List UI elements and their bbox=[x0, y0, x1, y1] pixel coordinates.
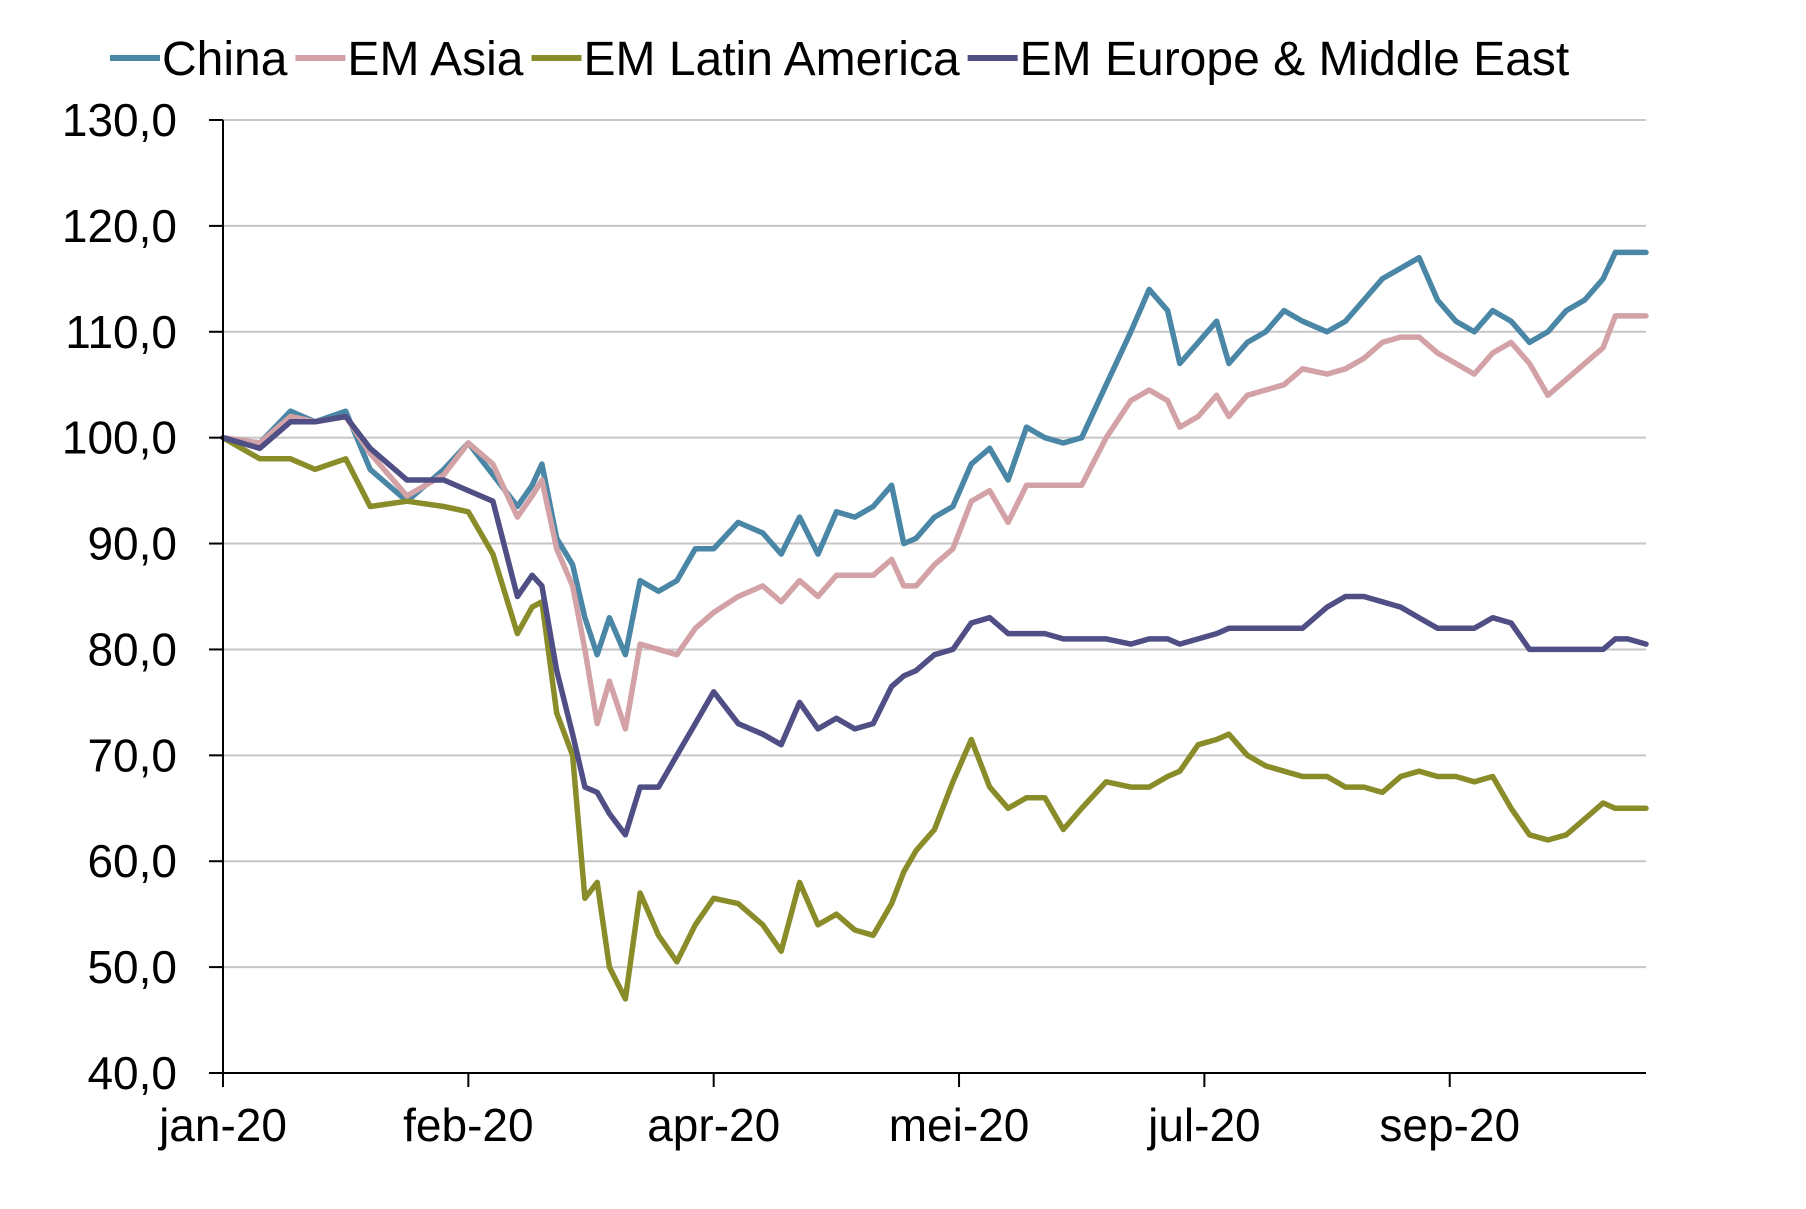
series-line-3 bbox=[220, 413, 1649, 838]
gridlines bbox=[223, 119, 1646, 969]
x-tick-label: mei-20 bbox=[889, 1099, 1030, 1151]
y-tick-label: 50,0 bbox=[87, 941, 177, 993]
series-lines bbox=[220, 249, 1649, 1002]
legend-label-1: EM Asia bbox=[347, 33, 523, 86]
legend-label-3: EM Europe & Middle East bbox=[1020, 33, 1570, 86]
series-line-0 bbox=[220, 249, 1649, 658]
y-tick-label: 110,0 bbox=[65, 306, 177, 358]
x-tick-labels: jan-20 feb-20 apr-20 mei-20 jul-20 sep-20 bbox=[157, 1099, 1520, 1151]
x-tick-label: jul-20 bbox=[1146, 1099, 1261, 1151]
legend-label-0: China bbox=[162, 33, 288, 86]
y-tick-label: 80,0 bbox=[87, 623, 177, 675]
x-tick-label: feb-20 bbox=[403, 1099, 533, 1151]
y-tick-label: 90,0 bbox=[87, 518, 177, 570]
legend-label-2: EM Latin America bbox=[583, 33, 959, 86]
x-tick-label: sep-20 bbox=[1379, 1099, 1520, 1151]
series-line-1 bbox=[220, 313, 1649, 732]
y-tick-label: 120,0 bbox=[62, 200, 177, 252]
y-tick-label: 130,0 bbox=[62, 94, 177, 146]
y-tick-labels: 40,0 50,0 60,0 70,0 80,0 90,0 100,0 110,0 120,0 1… bbox=[62, 94, 177, 1099]
series-line-2 bbox=[220, 434, 1649, 1002]
y-tick-label: 100,0 bbox=[62, 412, 177, 464]
x-tick-label: jan-20 bbox=[157, 1099, 287, 1151]
axes bbox=[209, 119, 1646, 1087]
y-tick-label: 60,0 bbox=[87, 835, 177, 887]
x-tick-label: apr-20 bbox=[647, 1099, 780, 1151]
y-tick-label: 70,0 bbox=[87, 729, 177, 781]
legend: China EM Asia EM Latin America EM Europe & … bbox=[110, 33, 1569, 86]
y-tick-label: 40,0 bbox=[87, 1047, 177, 1099]
